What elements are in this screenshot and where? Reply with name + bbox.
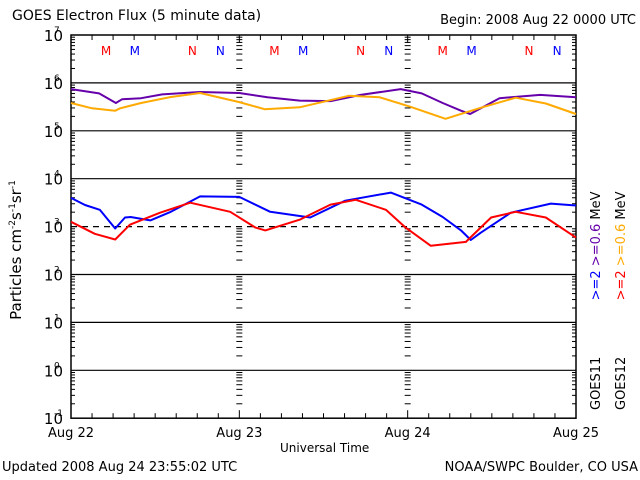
chart-title: GOES Electron Flux (5 minute data): [12, 8, 262, 24]
y-tick-exponent: 6: [54, 74, 60, 84]
updated-timestamp: Updated 2008 Aug 24 23:55:02 UTC: [2, 460, 238, 475]
x-tick-label: Aug 22: [48, 426, 94, 441]
noon-midnight-marker: M: [101, 44, 111, 58]
noon-midnight-marker: N: [525, 44, 534, 58]
y-tick-label: 10: [44, 123, 63, 141]
noon-midnight-marker: M: [130, 44, 140, 58]
x-tick-label: Aug 25: [553, 426, 599, 441]
x-tick-label: Aug 24: [385, 426, 431, 441]
noon-midnight-marker: M: [298, 44, 308, 58]
series-goes11-ge06: [70, 88, 577, 115]
y-tick-label: 10: [44, 219, 63, 237]
y-tick-exponent: 4: [54, 170, 60, 180]
credit-text: NOAA/SWPC Boulder, CO USA: [444, 460, 638, 475]
noon-midnight-marker: N: [216, 44, 225, 58]
y-tick-exponent: 5: [54, 122, 60, 132]
y-tick-exponent: 0: [54, 361, 60, 371]
y-tick-label: 10: [44, 410, 63, 428]
y-tick-exponent: 7: [54, 26, 60, 36]
x-tick-label: Aug 23: [216, 426, 262, 441]
y-tick-label: 10: [44, 314, 63, 332]
y-tick-label: 10: [44, 267, 63, 285]
series-goes11-ge2: [70, 191, 577, 241]
series-goes12-ge2: [70, 198, 577, 247]
noon-midnight-marker: N: [384, 44, 393, 58]
y-tick-exponent: 1: [54, 313, 60, 323]
y-tick-label: 10: [44, 171, 63, 189]
y-tick-label: 10: [44, 27, 63, 45]
noon-midnight-marker: M: [466, 44, 476, 58]
noon-midnight-marker: M: [269, 44, 279, 58]
y-tick-label: 10: [44, 75, 63, 93]
noon-midnight-marker: M: [438, 44, 448, 58]
y-tick-exponent: 2: [54, 266, 60, 276]
series-goes12-ge06: [70, 92, 577, 120]
y-tick-label: 10: [44, 362, 63, 380]
begin-time: Begin: 2008 Aug 22 0000 UTC: [440, 13, 636, 28]
y-tick-exponent: 3: [54, 218, 60, 228]
y-tick-exponent: -1: [54, 409, 63, 419]
noon-midnight-marker: N: [188, 44, 197, 58]
noon-midnight-marker: N: [553, 44, 562, 58]
x-axis-label: Universal Time: [280, 441, 370, 455]
noon-midnight-marker: N: [356, 44, 365, 58]
